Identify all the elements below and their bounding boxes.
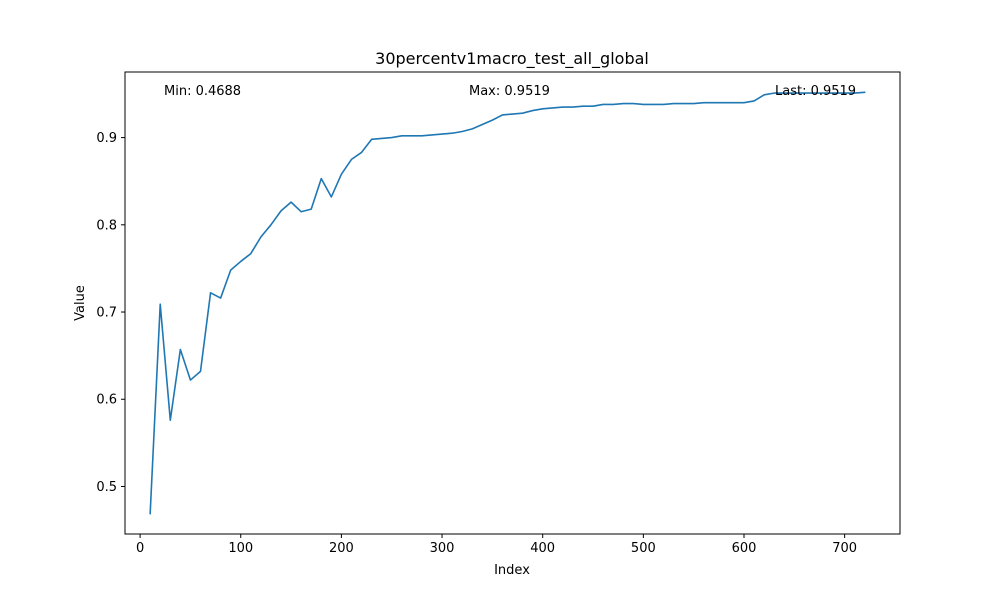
series-line (149, 91, 866, 515)
y-tick-label: 0.5 (96, 480, 117, 495)
plot-frame (124, 71, 901, 535)
x-tick-label: 600 (732, 541, 757, 556)
x-tick-label: 700 (832, 541, 857, 556)
y-axis-label: Value (73, 285, 88, 321)
series-layer (149, 91, 866, 515)
last-annotation: Last: 0.9519 (775, 84, 856, 99)
x-axis-label: Index (494, 563, 530, 578)
x-tick-label: 100 (228, 541, 253, 556)
max-annotation: Max: 0.9519 (469, 84, 550, 99)
y-tick-label: 0.7 (96, 306, 117, 321)
x-tick-label: 0 (136, 541, 144, 556)
x-axis-ticks: 0 100 200 300 400 500 600 700 (136, 534, 857, 556)
y-axis-ticks: 0.5 0.6 0.7 0.8 0.9 (96, 131, 125, 495)
y-tick-label: 0.6 (96, 393, 117, 408)
y-tick-label: 0.9 (96, 131, 117, 146)
x-tick-label: 300 (430, 541, 455, 556)
chart-title: 30percentv1macro_test_all_global (375, 49, 649, 69)
x-tick-label: 400 (530, 541, 555, 556)
y-tick-label: 0.8 (96, 218, 117, 233)
min-annotation: Min: 0.4688 (164, 84, 241, 99)
x-tick-label: 500 (631, 541, 656, 556)
x-tick-label: 200 (329, 541, 354, 556)
